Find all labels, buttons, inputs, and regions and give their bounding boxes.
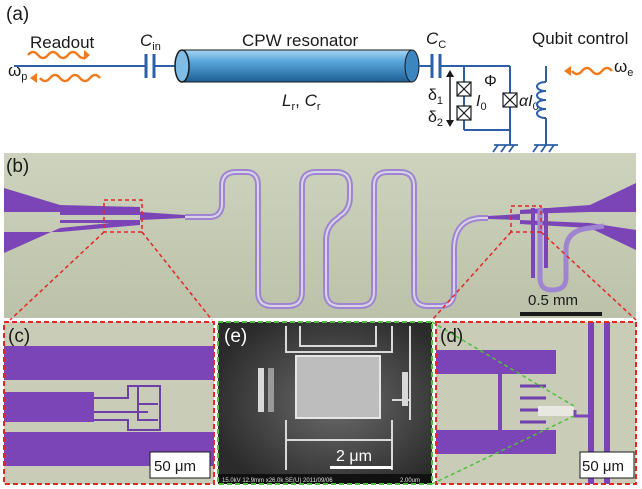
panel-c-scalebar-box	[149, 451, 211, 479]
panel-c-center-line	[4, 392, 94, 422]
readout-label: Readout	[30, 33, 95, 52]
qubit-bar-2	[544, 208, 548, 268]
control-coil	[536, 66, 547, 145]
cin-label: Cin	[140, 31, 161, 53]
meander-center	[185, 171, 488, 307]
panel-b: (b) 0.5 mm	[4, 153, 637, 321]
qubit-flux-line	[537, 208, 605, 293]
left-launch-pad	[4, 188, 140, 253]
readout-wave-in	[27, 50, 89, 60]
panel-d: (d) 50 μm	[431, 321, 637, 485]
panel-d-link	[573, 410, 590, 418]
cc-label: CC	[426, 29, 446, 51]
panel-b-label: (b)	[6, 156, 29, 177]
panel-b-scalebar	[520, 312, 602, 316]
ic-frame	[148, 385, 161, 431]
resonator-end-right	[404, 49, 420, 83]
control-wave	[571, 66, 613, 76]
panel-e-border	[217, 321, 433, 485]
zoom-line-d-right	[540, 231, 637, 321]
panel-e-scalebar	[330, 466, 392, 469]
panel-c-scalebar-label: 50 μm	[154, 458, 196, 475]
sem-junction-right	[402, 372, 408, 406]
panel-d-top-electrode	[436, 350, 556, 374]
sem-footer-scale: 2.00um	[400, 478, 420, 484]
josephson-junction-1	[456, 81, 472, 97]
readout-wave-out	[39, 73, 101, 83]
qubit-control-label: Qubit control	[532, 29, 628, 48]
interdigital-capacitor	[94, 385, 158, 431]
resonator-body	[182, 50, 412, 82]
readout-wave-in-arrow	[84, 50, 90, 60]
omega-e-label: ωe	[614, 57, 633, 79]
panel-d-label: (d)	[440, 326, 463, 347]
josephson-junction-2	[456, 105, 472, 121]
panel-a: (a) Readout ωp Cin CPW resonator Lr, Cr …	[6, 4, 633, 153]
panel-c-top-electrode	[4, 346, 214, 380]
sem-junction-left	[258, 368, 264, 412]
resonator-params: Lr, Cr	[282, 91, 321, 113]
sem-junction-left-2	[268, 368, 274, 412]
delta-arrow-up	[446, 70, 454, 77]
readout-wave-out-arrow	[30, 73, 37, 83]
panel-e: 15.0kV 12.9mm x26.0k SE(U) 2011/09/06 2.…	[217, 321, 433, 485]
panel-e-label: (e)	[224, 326, 247, 347]
zoom-line-c-right	[141, 231, 213, 321]
right-launch-pad	[520, 183, 636, 250]
qubit-bar-1	[531, 208, 535, 278]
panel-d-scalebar-label: 50 μm	[582, 458, 624, 475]
panel-a-label: (a)	[6, 4, 29, 25]
panel-d-border	[435, 321, 637, 485]
panel-d-junction-area	[538, 406, 574, 416]
resonator-end-left	[174, 49, 190, 83]
control-wave-arrow	[564, 66, 571, 76]
cpw-resonator	[174, 49, 420, 83]
ground-symbol-coil	[532, 144, 558, 153]
resonator-title: CPW resonator	[242, 31, 359, 50]
sem-structures	[285, 326, 411, 470]
panel-e-scalebar-label: 2 μm	[336, 448, 372, 465]
ground-symbol-qubit	[492, 144, 518, 153]
sem-zoom-line-bottom	[431, 415, 575, 485]
omega-p-label: ωp	[8, 61, 27, 83]
josephson-junction-alpha	[502, 92, 518, 108]
delta2-label: δ2	[428, 109, 443, 129]
delta1-label: δ1	[428, 87, 443, 107]
alpha-i0-label: αI0	[519, 93, 539, 113]
panel-d-bottom-electrode	[436, 430, 556, 454]
i0-label: I0	[476, 93, 487, 113]
panel-c-label: (c)	[8, 326, 30, 347]
panel-b-scalebar-label: 0.5 mm	[528, 292, 578, 309]
zoom-line-d-left	[431, 231, 512, 321]
panel-d-vertical-bar-2	[604, 322, 610, 484]
panel-d-scalebar-box	[579, 451, 635, 479]
phi-label: Φ	[484, 73, 497, 90]
panel-c: (c) 50 μm	[3, 321, 215, 485]
panel-c-border	[3, 321, 215, 485]
left-taper	[140, 212, 185, 220]
zoom-line-c-left	[9, 231, 105, 321]
sem-footer-bar	[218, 474, 432, 484]
right-taper	[488, 214, 520, 220]
chip-photo	[4, 153, 636, 318]
delta-arrow-down	[446, 120, 454, 127]
panel-d-vertical-bar-1	[588, 322, 594, 484]
inset-box-d	[510, 205, 542, 233]
sem-footer-text: 15.0kV 12.9mm x26.0k SE(U) 2011/09/06	[222, 478, 333, 484]
